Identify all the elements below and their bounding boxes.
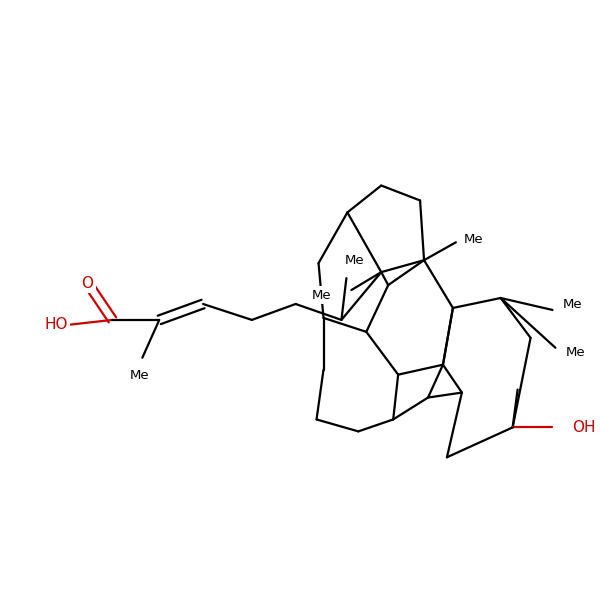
Text: Me: Me [464, 233, 484, 246]
Text: HO: HO [44, 317, 68, 332]
Text: Me: Me [563, 298, 582, 311]
Text: OH: OH [572, 420, 596, 435]
Text: Me: Me [130, 369, 149, 382]
Text: Me: Me [312, 289, 331, 302]
Text: Me: Me [344, 254, 364, 266]
Text: Me: Me [566, 346, 585, 359]
Text: O: O [82, 275, 94, 290]
